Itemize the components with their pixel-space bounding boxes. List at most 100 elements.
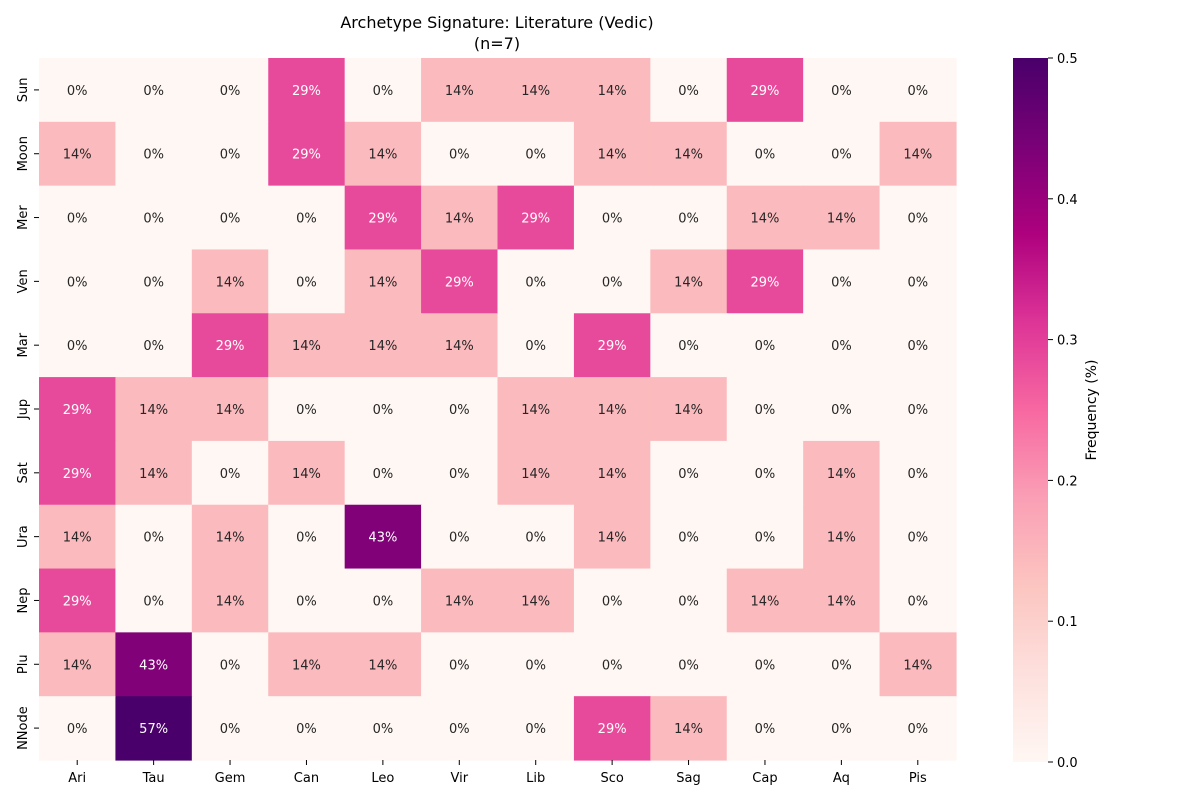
heatmap-cell-ura-tau <box>115 504 193 570</box>
cell-annotation: 0% <box>525 148 546 163</box>
heatmap-cell-mer-sag <box>650 185 728 251</box>
cell-annotation: 29% <box>598 339 627 354</box>
heatmap-cell-sat-tau <box>115 440 193 506</box>
cell-annotation: 0% <box>678 531 699 546</box>
cell-annotation: 14% <box>674 275 703 290</box>
cell-annotation: 14% <box>521 594 550 609</box>
cell-annotation: 14% <box>903 658 932 673</box>
heatmap-cell-sat-sag <box>650 440 728 506</box>
cell-annotation: 14% <box>521 467 550 482</box>
cell-annotation: 0% <box>449 403 470 418</box>
cell-annotation: 0% <box>755 148 776 163</box>
cell-annotation: 0% <box>678 658 699 673</box>
heatmap-cell-ven-sco <box>573 249 651 314</box>
cell-annotation: 29% <box>751 84 780 99</box>
cell-annotation: 14% <box>598 84 627 99</box>
heatmap-cell-ura-aq <box>803 504 881 570</box>
heatmap-cell-sun-ari <box>39 58 117 123</box>
cell-annotation: 43% <box>139 658 168 673</box>
colorbar-tick-label: 0.2 <box>1057 474 1078 489</box>
heatmap-cell-plu-sag <box>650 632 728 697</box>
colorbar-tick-label: 0.3 <box>1057 334 1078 349</box>
heatmap-cell-plu-ari <box>39 632 117 697</box>
cell-annotation: 14% <box>216 275 245 290</box>
cell-annotation: 0% <box>907 339 928 354</box>
cell-annotation: 0% <box>67 275 88 290</box>
cell-annotation: 14% <box>903 148 932 163</box>
heatmap-cell-ven-lib <box>497 249 575 314</box>
cell-annotation: 0% <box>296 275 317 290</box>
cell-annotation: 14% <box>598 148 627 163</box>
heatmap-cell-nep-sag <box>650 568 728 633</box>
cell-annotation: 14% <box>63 148 92 163</box>
heatmap-cell-jup-vir <box>421 377 499 442</box>
cell-annotation: 0% <box>755 531 776 546</box>
heatmap-cell-mer-aq <box>803 185 881 251</box>
heatmap-cell-mer-can <box>268 185 346 251</box>
colorbar-label: Frequency (%) <box>1084 359 1100 460</box>
y-tick-label: Sat <box>16 462 31 483</box>
heatmap-cell-nep-can <box>268 568 346 633</box>
cell-annotation: 0% <box>373 467 394 482</box>
heatmap-cell-mer-ari <box>39 185 117 251</box>
heatmap-cell-ura-cap <box>726 504 804 570</box>
heatmap-cell-nnode-lib <box>497 696 575 761</box>
cell-annotation: 0% <box>143 84 164 99</box>
y-tick-label: Mar <box>16 332 31 357</box>
cell-annotation: 0% <box>296 594 317 609</box>
heatmap-cell-mar-vir <box>421 313 499 378</box>
y-tick-label: Ven <box>16 269 31 293</box>
cell-annotation: 14% <box>827 212 856 227</box>
heatmap-cell-sat-can <box>268 440 346 506</box>
colorbar-tick-label: 0.0 <box>1057 756 1078 771</box>
heatmap-cell-moon-cap <box>726 121 804 187</box>
heatmap-cell-sun-gem <box>191 58 269 123</box>
cell-annotation: 57% <box>139 722 168 737</box>
cell-annotation: 0% <box>67 339 88 354</box>
x-tick-label: Pis <box>909 771 927 786</box>
heatmap-cell-sat-leo <box>344 440 422 506</box>
heatmap-cell-mar-cap <box>726 313 804 378</box>
heatmap-cell-moon-aq <box>803 121 881 187</box>
y-tick-label: NNode <box>16 706 31 750</box>
heatmap-cell-mar-sag <box>650 313 728 378</box>
heatmap-cell-nnode-aq <box>803 696 881 761</box>
cell-annotation: 0% <box>373 722 394 737</box>
heatmap-cell-sun-pis <box>879 58 957 123</box>
cell-annotation: 14% <box>368 148 397 163</box>
cell-annotation: 0% <box>755 403 776 418</box>
cell-annotation: 0% <box>296 212 317 227</box>
heatmap-cell-ura-ari <box>39 504 117 570</box>
heatmap-cell-sat-gem <box>191 440 269 506</box>
cell-annotation: 29% <box>63 467 92 482</box>
cell-annotation: 0% <box>831 339 852 354</box>
x-tick-label: Sco <box>600 771 623 786</box>
heatmap-cell-plu-sco <box>573 632 651 697</box>
heatmap-cell-ven-ari <box>39 249 117 314</box>
cell-annotation: 0% <box>678 594 699 609</box>
cell-annotation: 0% <box>831 403 852 418</box>
cell-annotation: 14% <box>63 531 92 546</box>
cell-annotation: 0% <box>907 275 928 290</box>
cell-annotation: 14% <box>368 658 397 673</box>
x-tick-label: Tau <box>142 771 165 786</box>
cell-annotation: 14% <box>674 148 703 163</box>
heatmap-cell-moon-can <box>268 121 346 187</box>
y-axis-ticks: Sun Moon Mer Ven Mar Jup Sat Ura Nep Plu NNode <box>16 78 39 750</box>
cell-annotation: 0% <box>525 275 546 290</box>
heatmap-cell-ven-pis <box>879 249 957 314</box>
heatmap-cell-nep-sco <box>573 568 651 633</box>
cell-annotation: 0% <box>143 275 164 290</box>
x-tick-label: Sag <box>676 771 700 786</box>
heatmap-cell-ura-sag <box>650 504 728 570</box>
y-tick-label: Sun <box>16 78 31 103</box>
colorbar <box>1013 58 1048 762</box>
cell-annotation: 14% <box>292 339 321 354</box>
heatmap-cell-mar-lib <box>497 313 575 378</box>
cell-annotation: 0% <box>143 594 164 609</box>
cell-annotation: 29% <box>751 275 780 290</box>
heatmap-cell-ura-pis <box>879 504 957 570</box>
heatmap-cell-mer-gem <box>191 185 269 251</box>
heatmap-cell-mar-sco <box>573 313 651 378</box>
cell-annotation: 29% <box>63 403 92 418</box>
